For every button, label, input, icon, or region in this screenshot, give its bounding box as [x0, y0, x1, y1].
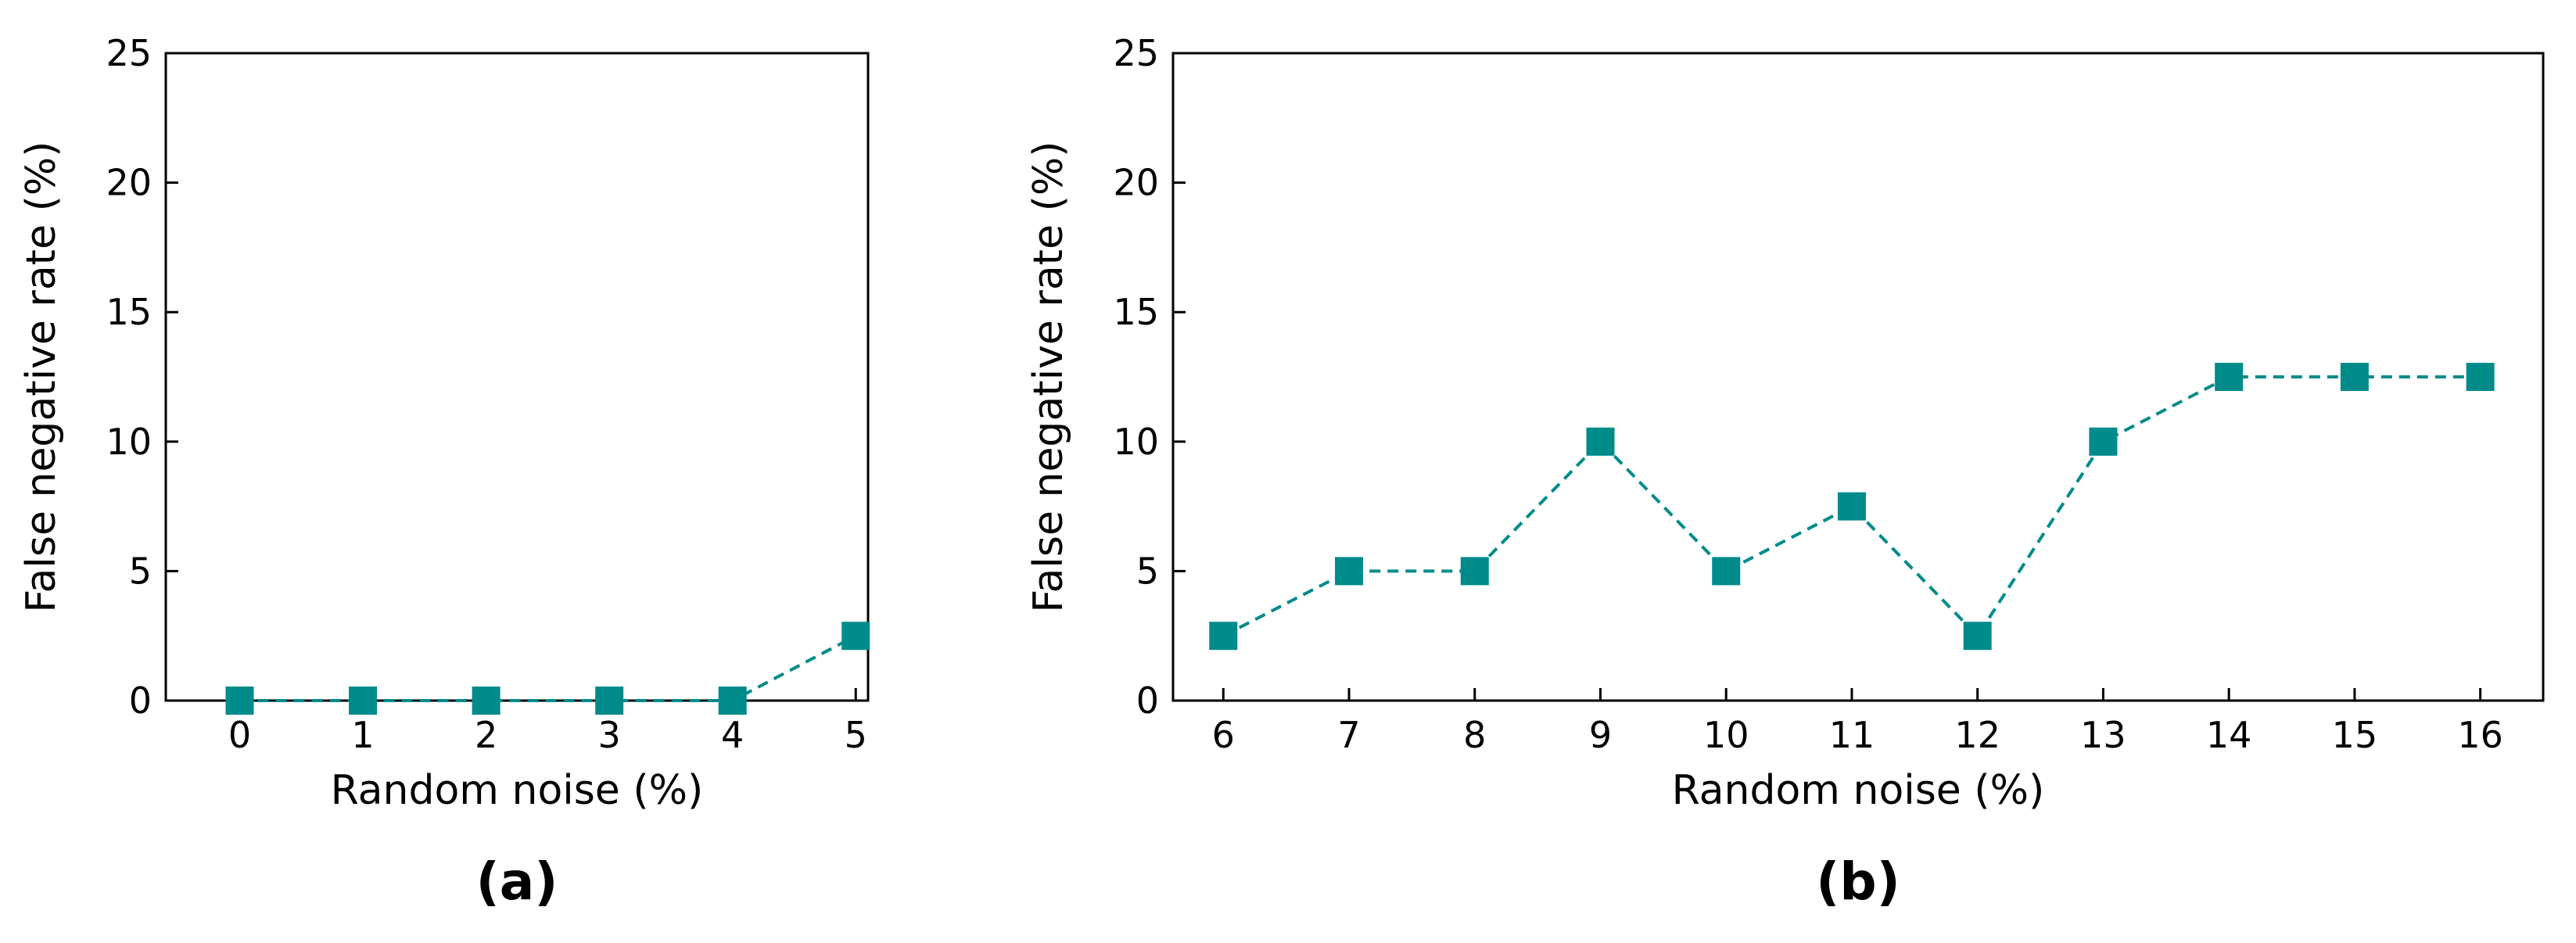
x-tick-label: 2 [475, 714, 497, 756]
x-tick-label: 13 [2080, 714, 2126, 756]
panel-label: (a) [476, 852, 558, 912]
data-point [2466, 363, 2495, 391]
y-tick-label: 0 [129, 679, 152, 722]
data-point [1837, 492, 1866, 521]
data-point [225, 687, 254, 715]
x-tick-label: 8 [1463, 714, 1486, 756]
data-point [595, 687, 624, 715]
x-tick-label: 1 [351, 714, 374, 756]
x-tick-label: 10 [1703, 714, 1749, 756]
data-point [841, 622, 870, 651]
x-tick-label: 14 [2206, 714, 2252, 756]
plot-frame [1171, 52, 2545, 702]
y-axis-title: False negative rate (%) [1025, 141, 1072, 612]
x-tick-label: 7 [1337, 714, 1360, 756]
x-tick-label: 9 [1589, 714, 1612, 756]
series-line [239, 634, 857, 702]
data-point [1712, 557, 1741, 586]
data-point [1335, 557, 1364, 586]
panel-label: (b) [1816, 852, 1900, 912]
y-tick-label: 20 [1113, 162, 1159, 204]
y-tick-label: 15 [106, 291, 152, 333]
x-axis-title: Random noise (%) [1672, 767, 2045, 814]
x-tick-label: 6 [1212, 714, 1235, 756]
data-point [2215, 363, 2244, 391]
x-axis-title: Random noise (%) [331, 767, 704, 814]
data-point [2089, 427, 2118, 456]
x-tick-label: 11 [1829, 714, 1875, 756]
data-point [718, 687, 747, 715]
x-tick-label: 15 [2332, 714, 2378, 756]
series-line [1222, 375, 2481, 639]
x-tick-label: 5 [845, 714, 867, 756]
y-tick-label: 10 [106, 421, 152, 463]
data-point [2340, 363, 2369, 391]
y-tick-label: 5 [1136, 550, 1159, 592]
y-tick-label: 5 [129, 550, 152, 592]
data-point [1209, 622, 1238, 651]
x-tick-label: 12 [1954, 714, 2000, 756]
data-point [1460, 557, 1489, 586]
y-axis-title: False negative rate (%) [18, 141, 65, 612]
y-tick-label: 25 [106, 32, 152, 74]
data-point [349, 687, 378, 715]
x-tick-label: 4 [721, 714, 744, 756]
x-tick-label: 3 [598, 714, 621, 756]
data-point [1586, 427, 1615, 456]
y-tick-label: 0 [1136, 679, 1159, 722]
y-tick-label: 10 [1113, 421, 1159, 463]
y-tick-label: 15 [1113, 291, 1159, 333]
plot-frame [164, 52, 870, 702]
x-tick-label: 0 [228, 714, 251, 756]
y-tick-label: 20 [106, 162, 152, 204]
data-point [472, 687, 500, 715]
data-point [1963, 622, 1992, 651]
x-tick-label: 16 [2457, 714, 2503, 756]
chart-panel-b: 6 7 8 9 10 11 12 13 14 15 16 0 5 10 15 20 25 Random noise… [1025, 32, 2545, 912]
y-tick-label: 25 [1113, 32, 1159, 74]
chart-panel-a: 0 1 2 3 4 5 0 5 10 15 20 25 Random noise (%) False ne… [18, 32, 870, 912]
